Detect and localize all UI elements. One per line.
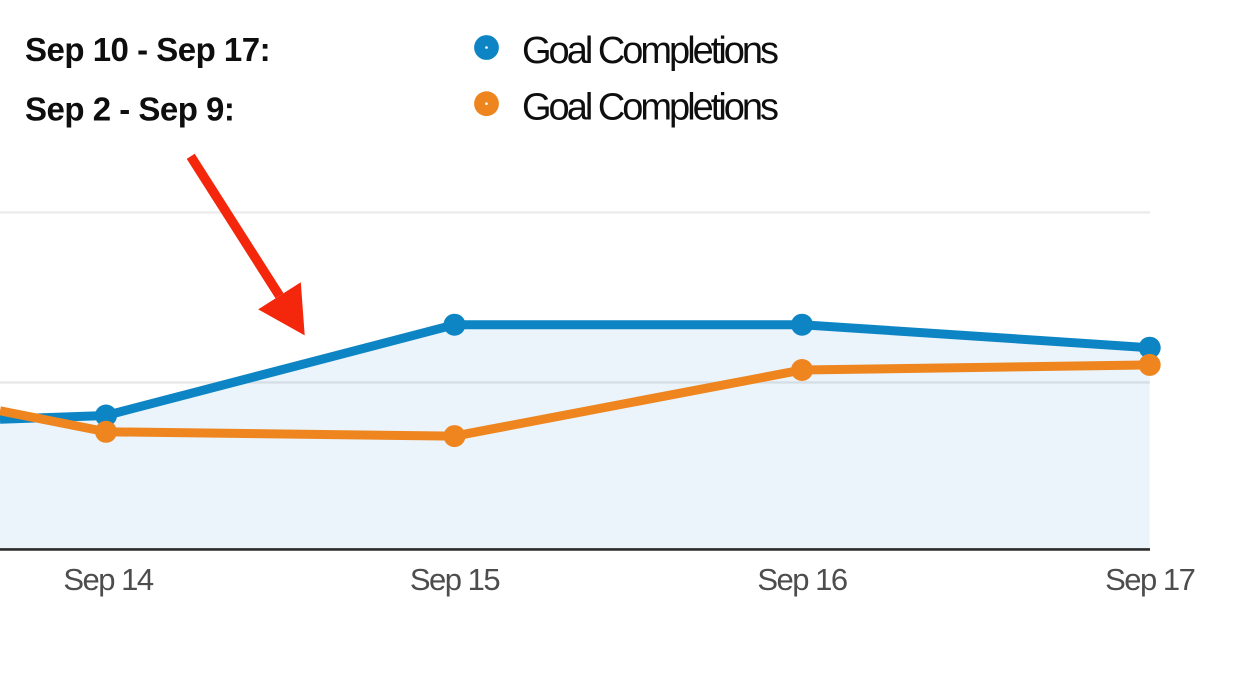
svg-text:Sep 16: Sep 16 [757, 562, 847, 597]
svg-text:Goal Completions: Goal Completions [522, 30, 778, 72]
svg-text:Goal Completions: Goal Completions [522, 86, 778, 128]
svg-text:Sep 2 - Sep 9:: Sep 2 - Sep 9: [25, 90, 234, 127]
svg-text:Sep 17: Sep 17 [1105, 562, 1195, 597]
svg-text:Sep 15: Sep 15 [410, 562, 500, 597]
svg-text:Sep 14: Sep 14 [63, 562, 154, 597]
svg-text:Sep 10 - Sep 17:: Sep 10 - Sep 17: [25, 31, 270, 68]
